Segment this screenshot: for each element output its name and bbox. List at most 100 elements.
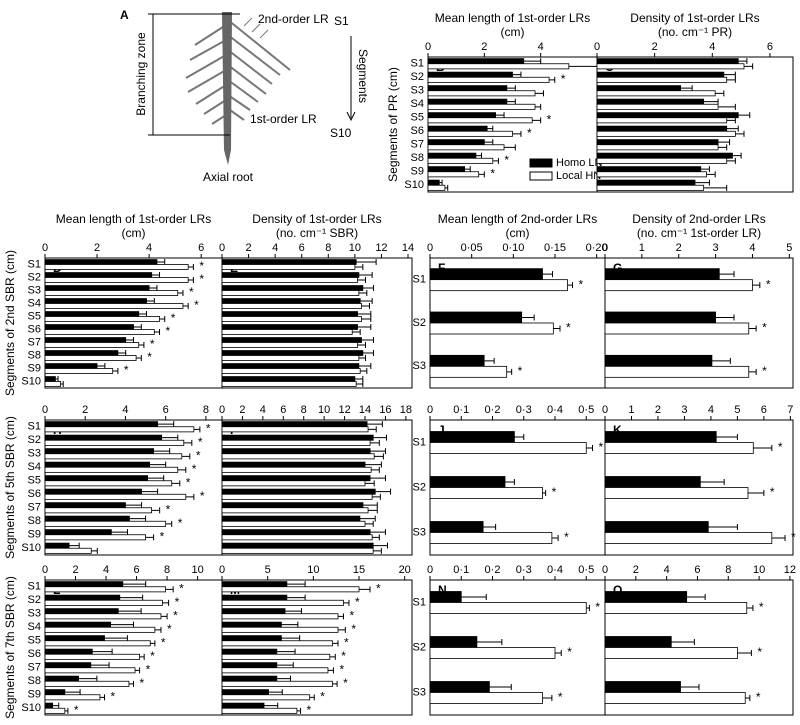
category-label: S3 (411, 85, 424, 97)
bar (427, 166, 466, 173)
bar (429, 311, 523, 324)
x-tick-label: 14 (359, 404, 371, 416)
error-bar (370, 529, 386, 536)
bar (596, 125, 728, 132)
bar (221, 608, 286, 615)
error-bar (64, 689, 81, 696)
error-bar (487, 125, 494, 132)
error-bar (129, 515, 147, 522)
x-tick-label: 8 (325, 242, 331, 254)
bar (596, 130, 736, 137)
category-label: S7 (411, 139, 424, 151)
bar (44, 426, 195, 433)
plot-frame (221, 419, 413, 556)
bar (221, 311, 358, 317)
x-tick-label: 0·4 (547, 564, 563, 576)
error-bar (281, 635, 301, 642)
x-tick-label: 4 (749, 242, 755, 254)
x-tick-label: 4 (103, 564, 109, 576)
x-tick-label: 2 (633, 564, 639, 576)
bar (44, 461, 150, 468)
significance-star: * (552, 485, 557, 499)
label: Segments (356, 49, 370, 103)
error-bar (439, 179, 443, 186)
chart-title: (no. cm⁻¹ SBR) (276, 226, 358, 240)
error-bar (188, 263, 194, 270)
error-bar (276, 675, 292, 682)
error-bar (332, 680, 338, 687)
significance-star: * (111, 689, 116, 703)
x-tick-label: 4 (664, 564, 670, 576)
category-label: S1 (28, 581, 41, 593)
x-tick-label: 0 (427, 242, 433, 254)
bar (221, 507, 369, 514)
error-bar (154, 626, 162, 633)
error-bar (506, 85, 516, 92)
x-tick-label: 2 (82, 404, 88, 416)
error-bar (521, 314, 535, 321)
x-tick-label: 12 (338, 404, 350, 416)
x-tick-label: 0 (602, 564, 608, 576)
error-bar (718, 103, 736, 110)
x-tick-label: 2 (239, 404, 245, 416)
category-label: S2 (28, 594, 41, 606)
x-tick-label: 8 (301, 404, 307, 416)
x-tick-label: 14 (402, 242, 414, 254)
significance-star: * (757, 645, 762, 659)
diagram-a (185, 17, 291, 125)
x-tick-label: 0·5 (578, 404, 594, 416)
error-bar (185, 493, 195, 500)
y-axis-label: Segments of 2nd SBR (cm) (3, 250, 17, 396)
error-bar (567, 282, 573, 289)
significance-star: * (178, 516, 183, 530)
bar (44, 515, 130, 522)
error-bar (357, 324, 372, 331)
error-bar (358, 354, 366, 361)
category-label: S2 (28, 434, 41, 446)
bar (427, 179, 440, 186)
error-bar (368, 426, 377, 433)
bar (44, 453, 183, 460)
category-label: S4 (28, 297, 41, 309)
x-tick-label: 2 (676, 242, 682, 254)
bar (44, 613, 162, 620)
bar (44, 264, 189, 270)
bar (44, 421, 159, 428)
significance-star: * (599, 440, 604, 454)
error-bar (371, 466, 380, 473)
significance-star: * (173, 608, 178, 622)
error-bar (542, 695, 553, 701)
error-bar (356, 259, 377, 266)
error-bar (737, 650, 752, 656)
error-bar (133, 324, 142, 331)
label: 1st-order LR (250, 112, 317, 126)
legend-label: Homo LN (556, 157, 603, 169)
error-bar (752, 282, 761, 289)
error-bar (52, 702, 60, 709)
error-bar (162, 599, 170, 606)
y-axis-label: Segments of 7th SBR (cm) (3, 576, 17, 719)
category-label: S8 (28, 515, 41, 527)
bar (221, 542, 374, 549)
error-bar (358, 272, 373, 279)
x-tick-label: 3 (681, 404, 687, 416)
x-tick-label: 1 (639, 242, 645, 254)
x-tick-label: 0 (602, 242, 608, 254)
bar (429, 431, 515, 443)
bar (221, 453, 375, 460)
error-bar (276, 648, 296, 655)
bar (427, 152, 477, 159)
error-bar (680, 85, 693, 92)
error-bar (125, 337, 134, 344)
significance-star: * (192, 462, 197, 476)
error-bar (359, 515, 376, 522)
significance-star: * (490, 166, 495, 180)
bar (596, 144, 719, 151)
chart-title: Mean length of 1st-order LRs (435, 11, 590, 25)
error-bar (523, 58, 542, 65)
error-bar (145, 534, 155, 541)
x-tick-label: 4 (272, 242, 278, 254)
error-bar (719, 271, 735, 278)
error-bar (506, 98, 516, 105)
error-bar (156, 259, 166, 266)
